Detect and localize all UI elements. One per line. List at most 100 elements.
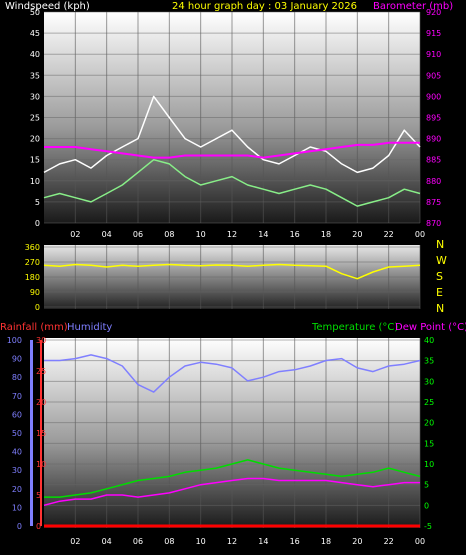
direction-y-tick: 270 [25, 258, 40, 267]
temperature-series [43, 354, 421, 528]
wind-x-axis: 02 04 06 08 10 12 14 16 18 20 22 00 [70, 230, 425, 239]
temperature-y-tick: 40 [424, 336, 434, 345]
compass-letter: N [436, 302, 444, 315]
wind-y-tick: 15 [30, 156, 40, 165]
series-gust [43, 95, 421, 174]
x-tick-label: 06 [133, 230, 143, 239]
x-tick-label: 00 [415, 537, 425, 546]
series-average [43, 158, 421, 207]
wind-y-tick: 35 [30, 71, 40, 80]
barometer-axis-label: Barometer (mb) [373, 1, 453, 12]
x-tick-label: 18 [321, 537, 331, 546]
series-humidity [44, 354, 421, 393]
humidity-y-tick: 40 [12, 448, 22, 457]
x-tick-label: 14 [258, 537, 268, 546]
x-tick-label: 20 [352, 230, 362, 239]
humidity-y-tick: 60 [12, 410, 22, 419]
baro-y-tick: 870 [426, 219, 441, 228]
humidity-y-tick: 90 [12, 355, 22, 364]
temperature-y-tick: 10 [424, 460, 434, 469]
x-tick-label: 02 [70, 230, 80, 239]
x-tick-label: 00 [415, 230, 425, 239]
x-tick-label: 14 [258, 230, 268, 239]
x-tick-label: 16 [290, 230, 300, 239]
humidity-y-tick: 80 [12, 373, 22, 382]
rainfall-axis-label: Rainfall (mm) [0, 322, 68, 333]
humidity-y-tick: 10 [12, 503, 22, 512]
x-tick-label: 06 [133, 537, 143, 546]
humidity-y-tick: 70 [12, 392, 22, 401]
baro-y-tick: 890 [426, 135, 441, 144]
baro-y-tick: 905 [426, 71, 441, 80]
direction-y-tick: 180 [25, 273, 40, 282]
dew-point-axis-label: Dew Point (°C) [395, 322, 466, 333]
x-tick-label: 12 [227, 537, 237, 546]
barometer-y-axis: 870 875 880 885 890 895 900 905 910 915 920 [426, 8, 441, 228]
rainfall-axis-bar [40, 340, 42, 526]
direction-grid [44, 245, 421, 309]
x-tick-label: 08 [164, 537, 174, 546]
x-tick-label: 10 [196, 537, 206, 546]
x-tick-label: 22 [384, 537, 394, 546]
temperature-axis-label: Temperature (°C) [311, 322, 398, 333]
baro-y-tick: 910 [426, 50, 441, 59]
wind-y-tick: 10 [30, 177, 40, 186]
compass-letter: S [436, 270, 443, 283]
direction-y-tick: 90 [30, 288, 40, 297]
direction-series [43, 263, 421, 280]
compass-letter: W [436, 254, 447, 267]
baro-y-tick: 880 [426, 177, 441, 186]
temperature-y-tick: 20 [424, 419, 434, 428]
wind-y-tick: 25 [30, 114, 40, 123]
temperature-grid [44, 338, 421, 528]
x-tick-label: 04 [102, 230, 112, 239]
x-tick-label: 10 [196, 230, 206, 239]
wind-y-tick: 50 [30, 8, 40, 17]
temperature-y-tick: 35 [424, 357, 434, 366]
baro-y-tick: 920 [426, 8, 441, 17]
baro-y-tick: 915 [426, 29, 441, 38]
temperature-x-axis: 02 04 06 08 10 12 14 16 18 20 22 00 [70, 537, 425, 546]
humidity-y-tick: 20 [12, 485, 22, 494]
series-temperature [44, 459, 421, 498]
baro-y-tick: 900 [426, 92, 441, 101]
compass-letter: N [436, 238, 444, 251]
compass-letter: E [436, 286, 443, 299]
wind-grid [44, 11, 421, 224]
temperature-y-tick: 25 [424, 398, 434, 407]
rainfall-y-tick: 0 [36, 522, 41, 531]
x-tick-label: 04 [102, 537, 112, 546]
humidity-axis-bar [30, 340, 33, 526]
humidity-axis-label: Humidity [67, 322, 112, 333]
wind-y-tick: 20 [30, 135, 40, 144]
temperature-y-tick: 30 [424, 377, 434, 386]
series-barometer [44, 141, 420, 159]
wind-axis-label: Windspeed (kph) [5, 1, 90, 12]
x-tick-label: 12 [227, 230, 237, 239]
wind-y-tick: 30 [30, 92, 40, 101]
x-tick-label: 22 [384, 230, 394, 239]
humidity-y-tick: 0 [17, 522, 22, 531]
wind-y-tick: 0 [35, 219, 40, 228]
temperature-y-tick: 0 [424, 501, 429, 510]
x-tick-label: 08 [164, 230, 174, 239]
graph-title: 24 hour graph day : 03 January 2026 [172, 1, 357, 12]
baro-y-tick: 885 [426, 156, 441, 165]
direction-y-axis: 360 270 180 90 0 [25, 243, 40, 312]
wind-y-tick: 45 [30, 29, 40, 38]
series-dewpoint [43, 477, 420, 507]
temperature-y-axis: -5 0 5 10 15 20 25 30 35 40 [424, 336, 434, 531]
direction-y-tick: 0 [35, 303, 40, 312]
baro-y-tick: 875 [426, 198, 441, 207]
temperature-y-tick: 5 [424, 481, 429, 490]
wind-series [43, 95, 421, 207]
direction-y-tick: 360 [25, 243, 40, 252]
humidity-y-tick: 30 [12, 466, 22, 475]
series-direction [43, 263, 421, 280]
wind-y-tick: 5 [35, 198, 40, 207]
x-tick-label: 16 [290, 537, 300, 546]
x-tick-label: 02 [70, 537, 80, 546]
temperature-y-tick: -5 [424, 522, 432, 531]
